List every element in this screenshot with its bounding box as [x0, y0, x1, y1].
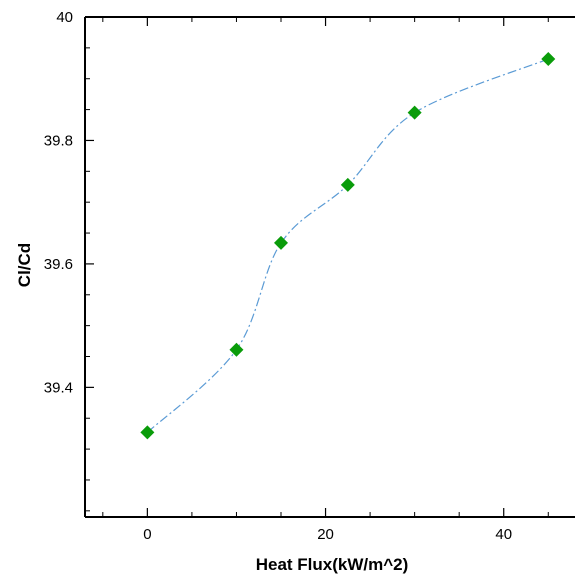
y-tick-label: 39.4 [44, 379, 73, 396]
x-tick-label: 0 [143, 526, 151, 543]
y-tick-label: 39.8 [44, 132, 73, 149]
data-point-diamond [274, 235, 288, 250]
y-tick-label: 40 [56, 9, 73, 26]
axes [84, 16, 575, 518]
x-tick-label: 20 [317, 526, 334, 543]
x-axis-title: Heat Flux(kW/m^2) [256, 555, 409, 574]
data-point-diamond [407, 105, 422, 120]
data-point-diamond [541, 51, 556, 66]
series [140, 51, 556, 440]
y-axis-title: Cl/Cd [15, 243, 34, 287]
series-line [146, 58, 549, 433]
ticks: 0 20 40 39.4 39.6 39.8 40 [44, 9, 549, 543]
data-point-diamond [229, 342, 244, 357]
data-point-diamond [340, 177, 355, 192]
y-tick-label: 39.6 [44, 256, 73, 273]
x-tick-label: 40 [495, 526, 512, 543]
data-point-diamond [140, 425, 155, 440]
